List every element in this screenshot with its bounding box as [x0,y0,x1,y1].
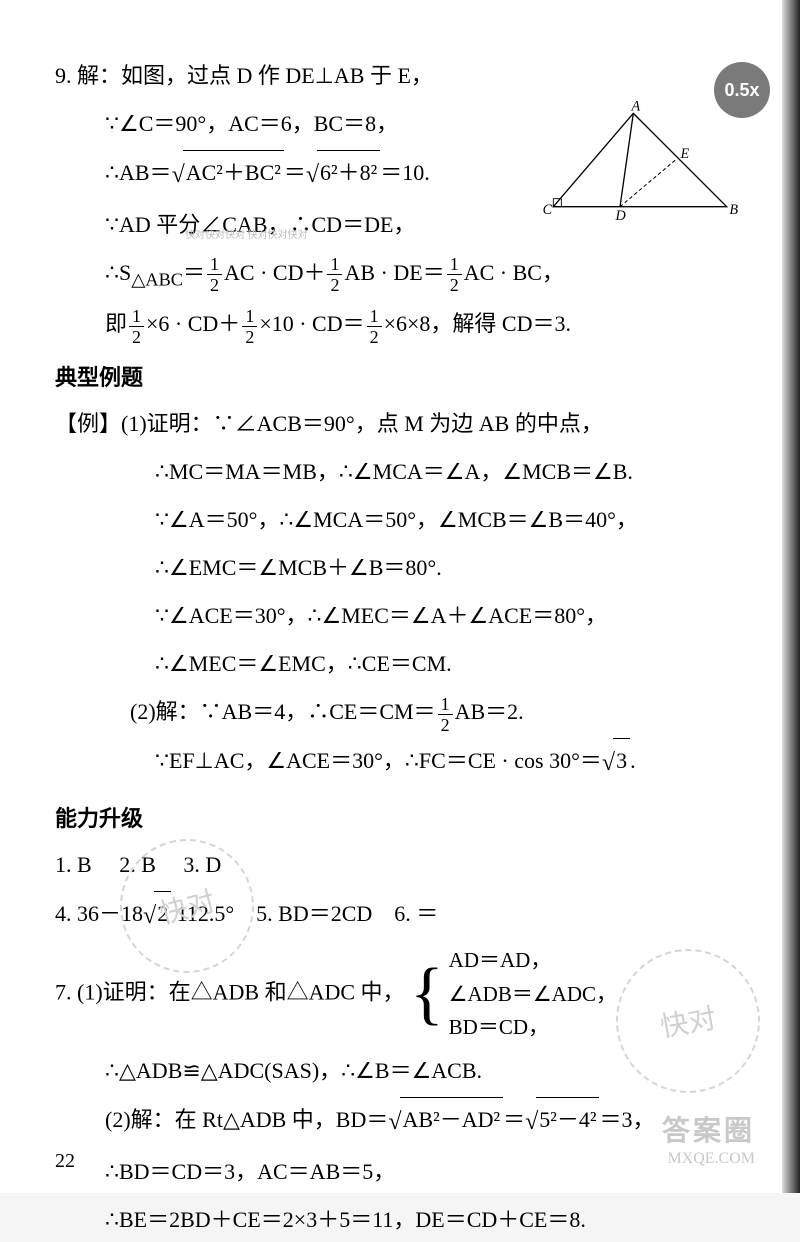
svg-text:A: A [631,100,641,115]
zoom-label: 0.5x [724,80,759,101]
ex-line1: 【例】(1)证明：∵∠ACB＝90°，点 M 为边 AB 的中点， [55,402,755,446]
ex-line5: ∵∠ACE＝30°，∴∠MEC＝∠A＋∠ACE＝80°， [55,594,755,638]
p9-line6: 即12×6 · CD＋12×10 · CD＝12×6×8，解得 CD＝3. [55,302,755,346]
ex-line4: ∴∠EMC＝∠MCB＋∠B＝80°. [55,546,755,590]
svg-text:B: B [729,202,738,218]
zoom-badge[interactable]: 0.5x [714,62,770,118]
svg-text:C: C [543,202,553,218]
ex-line3: ∵∠A＝50°，∴∠MCA＝50°，∠MCB＝∠B＝40°， [55,498,755,542]
watermark-small: 快对快对快对 快对快对快对 [185,230,308,241]
page-shadow [782,0,800,1193]
p9-line1: 9. 解：如图，过点 D 作 DE⊥AB 于 E， [55,54,755,98]
section-header-examples: 典型例题 [55,360,755,392]
p7-line4: ∴BD＝CD＝3，AC＝AB＝5， [55,1150,755,1194]
p7-line3: (2)解：在 Rt△ADB 中，BD＝√AB²－AD²＝√5²－4²＝3， [55,1097,755,1146]
triangle-diagram: A E B C D [540,100,740,220]
svg-text:D: D [615,208,627,220]
ex-line8: ∵EF⊥AC，∠ACE＝30°，∴FC＝CE · cos 30°＝√3. [55,738,755,787]
document-page: 0.5x A E B C D 9. 解：如图，过点 D 作 DE⊥AB 于 E，… [0,0,800,1193]
svg-text:E: E [679,146,689,162]
ex-line7: (2)解：∵AB＝4，∴CE＝CM＝12AB＝2. [55,690,755,734]
section-header-ability: 能力升级 [55,801,755,833]
page-number: 22 [55,1150,75,1173]
bottom-logo: 答案圈 MXQE.COM [662,1115,755,1168]
p7-line5: ∴BE＝2BD＋CE＝2×3＋5＝11，DE＝CD＋CE＝8. [55,1198,755,1242]
ex-line6: ∴∠MEC＝∠EMC，∴CE＝CM. [55,642,755,686]
ex-line2: ∴MC＝MA＝MB，∴∠MCA＝∠A，∠MCB＝∠B. [55,450,755,494]
p9-line5: ∴S△ABC＝12AC · CD＋12AB · DE＝12AC · BC， [55,251,755,298]
